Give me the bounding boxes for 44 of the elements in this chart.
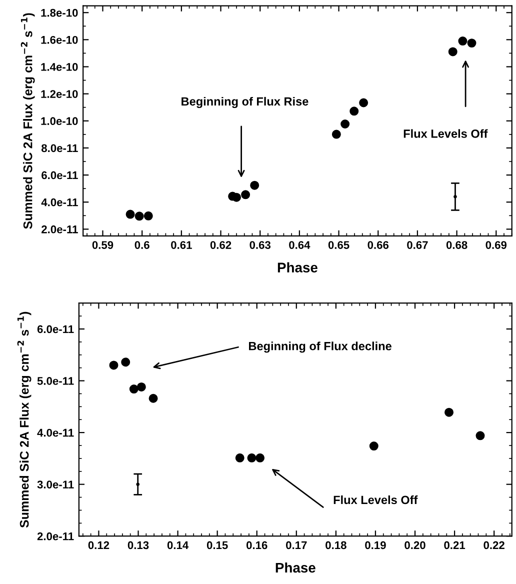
x-axis-title: Phase (276, 562, 316, 573)
x-axis-title: Phase (278, 262, 318, 272)
y-tick-label: 6.0e-11 (37, 325, 74, 334)
annotation: Beginning of Flux Rise (182, 96, 308, 108)
x-tick-label: 0.69 (486, 241, 507, 249)
x-tick-label: 0.63 (250, 241, 271, 249)
y-tick-label: 2.0e-11 (37, 532, 74, 540)
y-axis-title: Summed SiC 2A Flux (erg cm$^{−2}$ s$^{−1}$) (17, 312, 32, 528)
x-tick-label: 0.20 (404, 541, 426, 550)
x-tick-label: 0.13 (128, 541, 149, 550)
annotation: Beginning of Flux decline (249, 342, 392, 353)
x-tick-label: 0.15 (206, 541, 228, 550)
x-tick-label: 0.64 (289, 241, 310, 249)
x-tick-label: 0.14 (167, 541, 189, 550)
y-tick-label: 6.0e-11 (42, 171, 78, 180)
x-tick-label: 0.19 (365, 541, 386, 550)
x-tick-label: 0.6 (134, 241, 150, 249)
y-axis-title: Summed SiC 2A Flux (erg cm$^{−2}$ s$^{−1}$) (20, 13, 35, 229)
x-tick-label: 0.12 (88, 541, 110, 550)
y-tick-label: 1.6e-10 (41, 36, 78, 44)
x-tick-label: 0.17 (286, 541, 307, 550)
x-tick-label: 0.66 (368, 241, 389, 249)
y-tick-label: 2.0e-11 (42, 225, 78, 234)
x-tick-label: 0.18 (326, 541, 346, 550)
x-tick-label: 0.22 (484, 541, 504, 550)
x-tick-label: 0.67 (407, 241, 428, 249)
x-tick-label: 0.65 (328, 241, 350, 249)
y-tick-label: 5.0e-11 (37, 377, 74, 385)
x-tick-label: 0.61 (171, 241, 192, 249)
x-tick-label: 0.59 (92, 241, 114, 249)
y-tick-label: 4.0e-11 (41, 198, 78, 206)
y-tick-label: 1.0e-10 (41, 117, 78, 126)
annotation: Flux Levels Off (334, 495, 418, 504)
y-tick-label: 3.0e-11 (37, 480, 74, 488)
x-tick-label: 0.21 (444, 541, 466, 550)
x-tick-label: 0.16 (246, 541, 268, 550)
x-tick-label: 0.62 (210, 241, 232, 249)
annotation: Flux Levels Off (404, 129, 488, 138)
x-tick-label: 0.68 (446, 241, 468, 249)
y-tick-label: 1.8e-10 (41, 8, 78, 17)
y-tick-label: 4.0e-11 (37, 428, 74, 437)
y-tick-label: 8.0e-11 (42, 144, 78, 152)
y-tick-label: 1.4e-10 (41, 63, 78, 71)
y-tick-label: 1.2e-10 (41, 90, 78, 98)
